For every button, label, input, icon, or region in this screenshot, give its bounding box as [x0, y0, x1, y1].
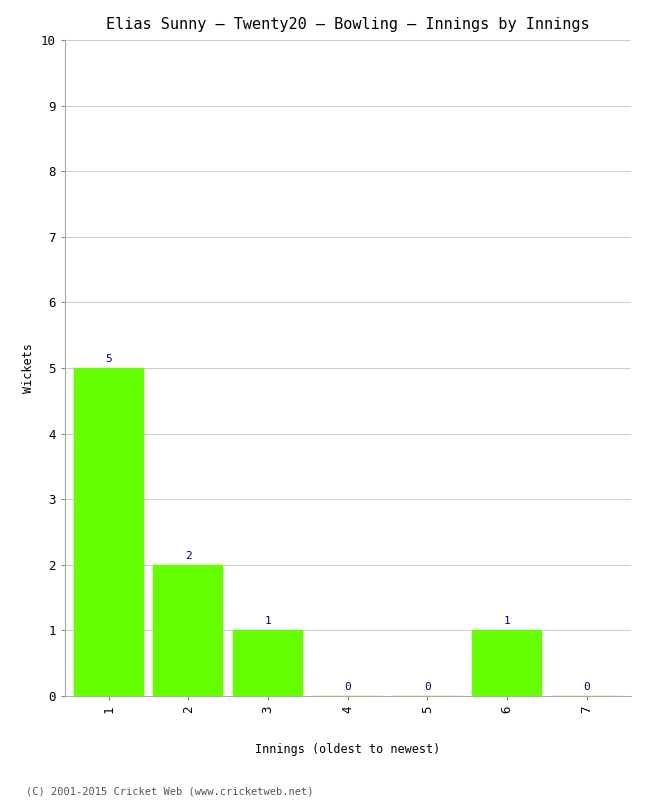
X-axis label: Innings (oldest to newest): Innings (oldest to newest) [255, 743, 441, 756]
Text: 5: 5 [105, 354, 112, 364]
Bar [233, 630, 303, 696]
Bar [472, 630, 542, 696]
Text: 1: 1 [504, 617, 510, 626]
Text: (C) 2001-2015 Cricket Web (www.cricketweb.net): (C) 2001-2015 Cricket Web (www.cricketwe… [26, 786, 313, 796]
Y-axis label: Wickets: Wickets [22, 343, 35, 393]
Text: 0: 0 [583, 682, 590, 692]
Text: 0: 0 [424, 682, 431, 692]
Bar [153, 565, 224, 696]
Title: Elias Sunny – Twenty20 – Bowling – Innings by Innings: Elias Sunny – Twenty20 – Bowling – Innin… [106, 17, 590, 32]
Text: 0: 0 [344, 682, 351, 692]
Text: 2: 2 [185, 551, 192, 561]
Bar [73, 368, 144, 696]
Text: 1: 1 [265, 617, 272, 626]
